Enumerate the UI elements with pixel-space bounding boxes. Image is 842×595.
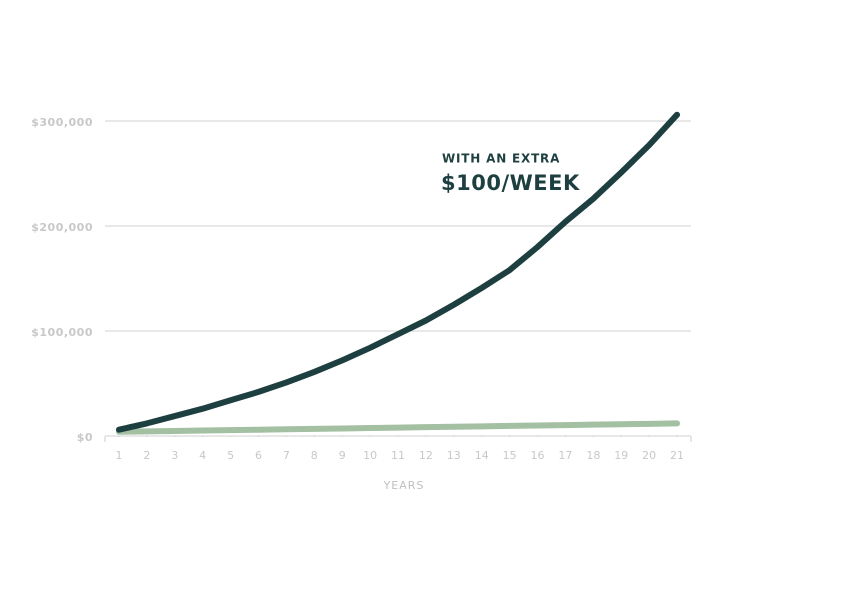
x-tick-label: 17 [558, 449, 572, 462]
y-tick-label: $100,000 [31, 326, 93, 339]
x-tick-label: 12 [419, 449, 433, 462]
x-axis-label: YEARS [383, 479, 425, 492]
line-series [115, 111, 681, 433]
x-tick-label: 14 [475, 449, 489, 462]
x-tick-label: 3 [171, 449, 178, 462]
x-tick-label: 15 [503, 449, 517, 462]
annotation-line-1: WITH AN EXTRA [442, 152, 560, 166]
x-tick-label: 13 [447, 449, 461, 462]
annotation-line-2: $100/WEEK [441, 171, 580, 195]
y-tick-label: $200,000 [31, 221, 93, 234]
x-tick-label: 2 [143, 449, 150, 462]
x-tick-label: 4 [199, 449, 206, 462]
x-tick-label: 5 [227, 449, 234, 462]
x-tick-label: 18 [586, 449, 600, 462]
y-tick-label: $300,000 [31, 116, 93, 129]
x-tick-label: 8 [311, 449, 318, 462]
y-tick-label: $0 [77, 431, 93, 444]
x-tick-label: 10 [363, 449, 377, 462]
x-tick-label: 6 [255, 449, 262, 462]
x-tick-label: 16 [531, 449, 545, 462]
x-tick-label: 11 [391, 449, 405, 462]
x-tick-label: 21 [670, 449, 684, 462]
x-tick-label: 19 [614, 449, 628, 462]
x-tick-label: 1 [115, 449, 122, 462]
line-series [115, 420, 681, 435]
x-tick-label: 9 [339, 449, 346, 462]
x-tick-label: 20 [642, 449, 656, 462]
x-tick-label: 7 [283, 449, 290, 462]
